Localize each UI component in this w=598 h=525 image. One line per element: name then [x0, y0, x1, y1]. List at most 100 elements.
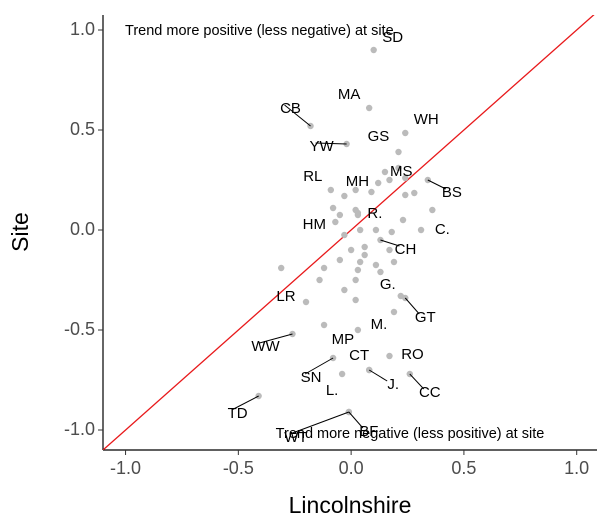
point [329, 204, 337, 212]
point-label: G. [380, 276, 396, 293]
x-tick-label: -1.0 [110, 458, 141, 478]
point-label: WW [251, 338, 280, 355]
point [336, 211, 344, 219]
x-tick-label: 1.0 [564, 458, 589, 478]
point-label: RL [303, 168, 322, 185]
point-label: WT [284, 429, 307, 446]
point [352, 276, 359, 284]
point [377, 236, 384, 244]
leader-line [348, 411, 364, 429]
point-label: MP [332, 331, 355, 348]
point [347, 246, 355, 254]
point [352, 186, 359, 194]
y-tick-label: -0.5 [64, 319, 95, 339]
point [361, 243, 368, 251]
point [361, 251, 368, 259]
leader-line [404, 297, 420, 315]
point-label: MA [338, 86, 361, 103]
point-label: BF [359, 423, 378, 440]
point [327, 186, 335, 194]
point [390, 308, 398, 316]
point [411, 189, 418, 197]
point [278, 264, 285, 272]
point [320, 264, 328, 272]
point [402, 191, 409, 199]
point [302, 298, 310, 306]
y-tick-label: 0.0 [70, 219, 95, 239]
point [429, 206, 436, 214]
point-label: LR [276, 288, 295, 305]
point-label: CB [280, 100, 301, 117]
point-label: CH [395, 241, 417, 258]
y-tick-label: 1.0 [70, 19, 95, 39]
point [354, 326, 362, 334]
point [370, 46, 377, 54]
point [386, 176, 393, 184]
y-tick-label: 0.5 [70, 119, 95, 139]
point [399, 216, 407, 224]
leader-line [259, 333, 293, 344]
point [417, 226, 425, 234]
leader-line [409, 373, 425, 390]
point-label: R. [367, 205, 382, 222]
point [332, 218, 339, 226]
leader-line [380, 239, 400, 247]
point [320, 321, 328, 329]
point-label: TD [228, 405, 248, 422]
point-label: J. [387, 376, 399, 393]
leader-line [315, 142, 347, 145]
point-label: SN [301, 369, 322, 386]
point [341, 192, 348, 200]
leader-line [304, 357, 334, 375]
point [402, 174, 409, 182]
point-label: RO [401, 346, 424, 363]
identity-line [103, 15, 595, 450]
point [338, 370, 346, 378]
leader-line [368, 369, 388, 382]
point [356, 226, 364, 234]
point [352, 206, 359, 214]
point [365, 104, 373, 112]
point-label: CT [349, 347, 369, 364]
point [341, 286, 348, 294]
point-label: YW [310, 138, 335, 155]
point [395, 148, 402, 156]
point-label: MS [390, 163, 413, 180]
point-label: SD [382, 29, 403, 46]
point [372, 226, 380, 234]
y-axis-label: Site [7, 212, 33, 252]
point [377, 268, 384, 276]
point-label: HM [303, 216, 326, 233]
point [372, 261, 380, 269]
point-label: L. [326, 382, 339, 399]
point [356, 258, 364, 266]
x-tick-label: 0.0 [339, 458, 364, 478]
leader-line [284, 104, 311, 127]
point-label: GS [368, 128, 390, 145]
point [386, 246, 393, 254]
annotation: Trend more positive (less negative) at s… [125, 23, 394, 39]
point [374, 179, 382, 187]
point-label: CC [419, 384, 441, 401]
x-tick-label: -0.5 [223, 458, 254, 478]
leader-line [289, 411, 350, 435]
x-tick-label: 0.5 [451, 458, 476, 478]
point [368, 188, 375, 196]
point [354, 211, 362, 219]
point [336, 256, 344, 264]
point-label: C. [435, 221, 450, 238]
point [316, 276, 323, 284]
x-axis-label: Lincolnshire [289, 492, 412, 518]
point [388, 228, 395, 236]
point [395, 164, 402, 172]
point [386, 352, 393, 360]
point-label: BS [442, 184, 462, 201]
annotation: Trend more negative (less positive) at s… [276, 426, 545, 442]
leader-line [427, 179, 447, 190]
leader-line [231, 395, 259, 411]
point-label: M. [371, 316, 388, 333]
point-label: WH [414, 111, 439, 128]
point [341, 231, 348, 239]
point-label: MH [346, 173, 369, 190]
point [352, 296, 359, 304]
